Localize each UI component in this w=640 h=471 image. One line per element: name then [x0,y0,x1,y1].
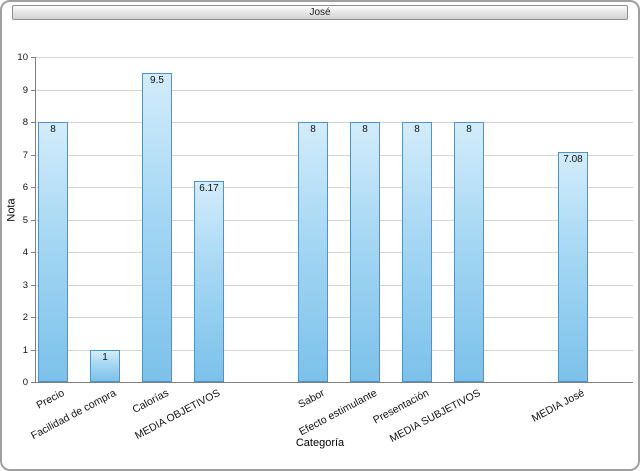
x-tick-label: Precio [34,387,67,412]
y-tick-label: 6 [22,182,28,193]
gridline [36,154,633,156]
y-tick-mark [31,349,35,351]
bar-chart: Nota 0 1 2 3 4 5 6 7 8 9 10 8 Precio 1 Facilidad de c… [2,22,638,469]
bar-3 [142,73,172,382]
y-tick-mark [31,89,35,91]
y-tick-label: 0 [22,377,28,388]
y-tick-label: 3 [22,279,28,291]
y-tick-mark [31,317,35,318]
x-tick-label: Calorías [130,387,171,416]
y-tick-mark [31,284,35,286]
gridline [36,284,633,286]
bar-2 [90,349,120,382]
bar-4 [194,181,224,382]
y-tick-label: 7 [22,149,28,161]
gridline [36,349,633,351]
y-tick-label: 1 [22,344,28,356]
bar-9 [558,151,588,382]
gridline [36,219,633,221]
gridline [36,57,633,58]
y-tick-mark [31,122,35,123]
gridline [36,122,633,123]
y-tick-label: 4 [22,247,28,258]
y-tick-mark [31,252,35,253]
y-tick-mark [31,219,35,221]
bar-value-label: 8 [50,124,56,135]
y-tick-mark [31,154,35,156]
window-title: José [309,7,331,18]
bar-value-label: 9.5 [150,75,164,87]
y-tick-mark [31,187,35,188]
plot-area: 8 Precio 1 Facilidad de compra 9.5 Calorías 6.… [30,57,633,445]
gridline [36,187,633,188]
bar-value-label: 8 [310,124,316,135]
bar-value-label: 7.08 [563,153,583,165]
bar-value-label: 8 [414,124,420,135]
bar-value-label: 8 [362,124,368,135]
bar-7 [402,122,432,382]
window-title-bar: José [12,5,628,20]
bar-1 [38,122,68,382]
bar-value-label: 6.17 [199,183,219,195]
gridline [36,252,633,253]
y-tick-mark [31,57,35,58]
y-tick-label: 8 [22,117,28,128]
bar-value-label: 8 [466,124,472,135]
gridline [36,89,633,91]
y-tick-mark [31,382,35,383]
y-tick-label: 2 [22,312,28,323]
bar-value-label: 1 [102,351,108,363]
bar-5 [298,122,328,382]
gridline [36,317,633,318]
x-axis-title: Categoría [295,437,345,449]
y-tick-label: 5 [22,214,28,226]
x-tick-label: MEDIA José [529,387,587,425]
y-tick-label: 10 [17,52,28,63]
x-tick-label: Sabor [296,387,327,411]
bar-8 [454,122,484,382]
y-tick-label: 9 [22,84,28,96]
bar-6 [350,122,380,382]
y-axis-ticks: 0 1 2 3 4 5 6 7 8 9 10 [2,52,35,388]
